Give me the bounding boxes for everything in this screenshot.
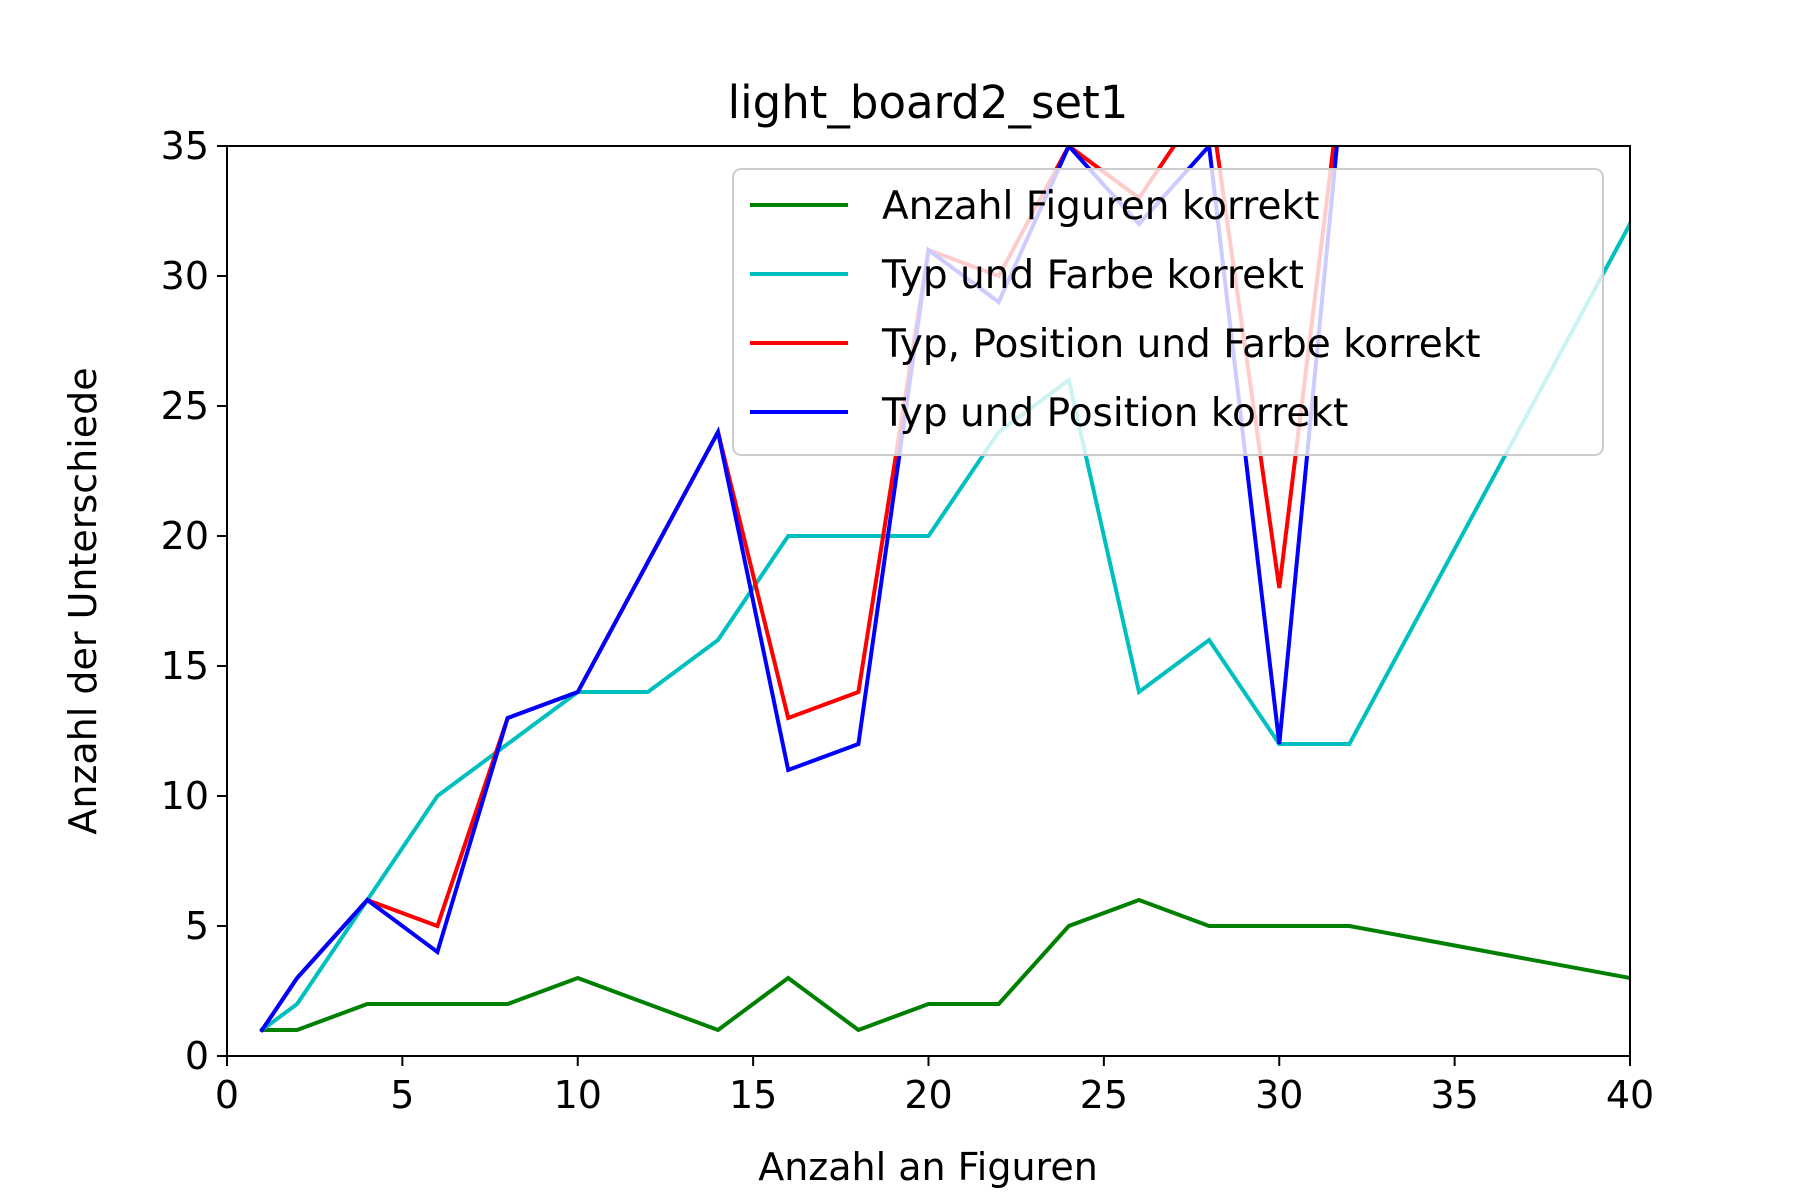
chart-title: light_board2_set1 xyxy=(728,76,1129,129)
x-tick-label: 30 xyxy=(1255,1073,1303,1117)
x-tick-label: 35 xyxy=(1430,1073,1478,1117)
x-tick-label: 0 xyxy=(215,1073,239,1117)
x-tick-label: 20 xyxy=(904,1073,952,1117)
legend-label: Typ und Farbe korrekt xyxy=(881,253,1304,298)
legend-label: Anzahl Figuren korrekt xyxy=(882,184,1319,229)
y-tick-label: 35 xyxy=(161,124,209,168)
series-line-typ-und-farbe-korrekt xyxy=(259,221,1630,1033)
series-line-anzahl-figuren-korrekt xyxy=(260,897,1630,1033)
legend: Anzahl Figuren korrekt Typ und Farbe korr… xyxy=(732,168,1604,456)
legend-label: Typ und Position korrekt xyxy=(881,391,1348,436)
legend-items: Anzahl Figuren korrekt Typ und Farbe korr… xyxy=(750,184,1481,436)
series-line-typ-und-position-korrekt xyxy=(259,146,1339,1033)
y-tick-label: 30 xyxy=(161,254,209,298)
x-tick-label: 5 xyxy=(390,1073,414,1117)
y-axis: 0 5 10 15 20 25 30 35 xyxy=(161,124,227,1078)
x-axis: 0 5 10 15 20 25 30 35 40 xyxy=(215,1056,1654,1117)
x-tick-label: 15 xyxy=(729,1073,777,1117)
legend-label: Typ, Position und Farbe korrekt xyxy=(881,322,1481,367)
x-axis-label: Anzahl an Figuren xyxy=(758,1145,1098,1189)
x-tick-label: 25 xyxy=(1080,1073,1128,1117)
series-layer xyxy=(259,146,1630,1033)
y-axis-label: Anzahl der Unterschiede xyxy=(61,367,105,834)
y-tick-label: 0 xyxy=(185,1034,209,1078)
x-tick-label: 10 xyxy=(554,1073,602,1117)
series-line-typ-position-und-farbe-korrekt xyxy=(259,146,1336,1033)
y-tick-label: 20 xyxy=(161,514,209,558)
y-tick-label: 25 xyxy=(161,384,209,428)
y-tick-label: 15 xyxy=(161,644,209,688)
y-tick-label: 5 xyxy=(185,904,209,948)
legend-box xyxy=(732,168,1604,456)
x-tick-label: 40 xyxy=(1606,1073,1654,1117)
y-tick-label: 10 xyxy=(161,774,209,818)
